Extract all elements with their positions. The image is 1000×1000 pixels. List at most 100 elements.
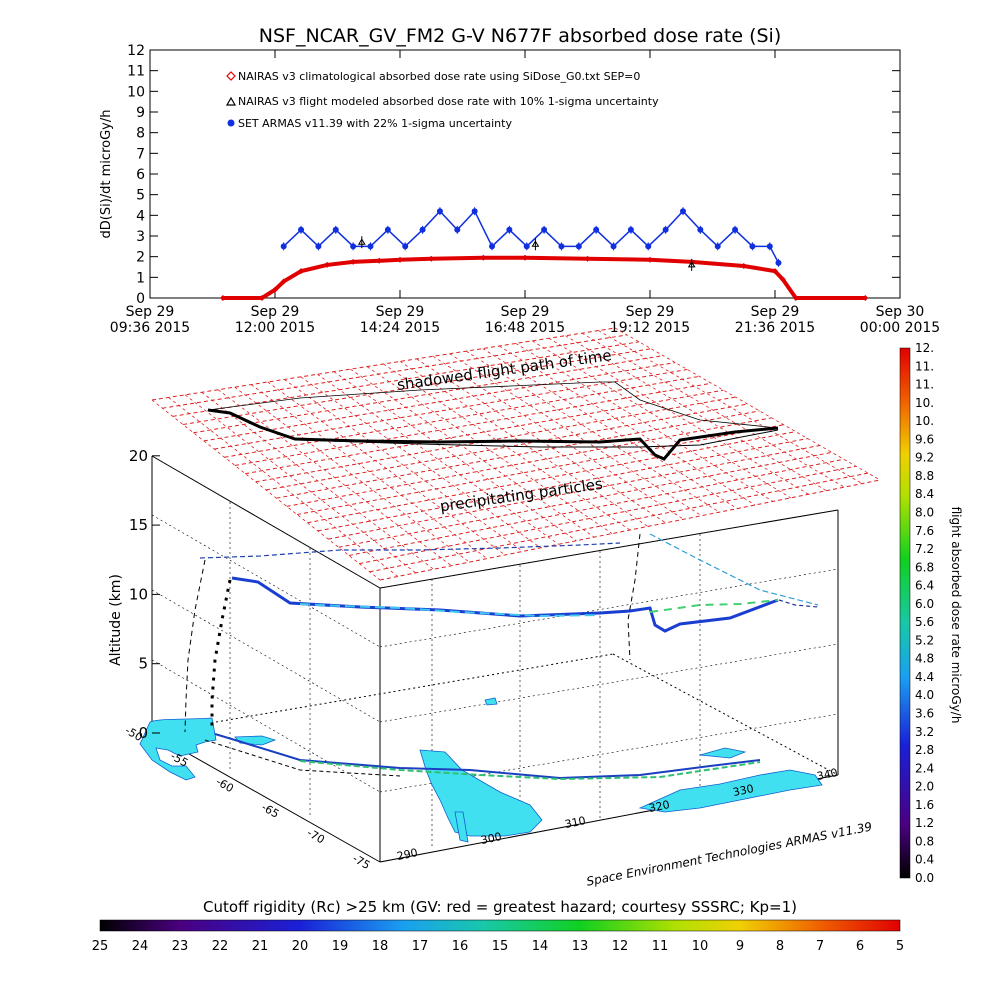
x-tick-label-date: Sep 29 — [626, 304, 675, 320]
x-tick-label-time: 14:24 2015 — [360, 320, 440, 336]
precipitating-particles-plane — [151, 327, 881, 581]
dose-rate-legend: NAIRAS v3 climatological absorbed dose r… — [225, 70, 659, 130]
red-plane-cross-line — [201, 391, 434, 570]
armas-point — [367, 243, 374, 250]
dose-colorbar-ticks: 0.0 0.4 0.8 1.2 1.6 2.0 2.4 2.8 3.2 3.6 4.0 4.4 4.8 5… — [915, 341, 934, 885]
dose-colorbar-tick-label: 5.2 — [915, 633, 934, 647]
y-tick-label: 0 — [136, 291, 145, 307]
armas-point — [627, 226, 634, 233]
red-plane-line — [224, 375, 700, 458]
latitude-tick-label: -70 — [305, 826, 327, 846]
red-plane-cross-line — [449, 353, 702, 517]
dose-colorbar-tick-label: 10. — [915, 414, 934, 428]
armas-point — [766, 243, 773, 250]
armas-point — [732, 226, 739, 233]
dose-colorbar-tick-label: 1.6 — [915, 798, 934, 812]
rigidity-colorbar-tick-label: 17 — [412, 939, 429, 954]
red-plane-cross-line — [499, 345, 756, 506]
red-plane-cross-line — [267, 381, 506, 556]
red-plane-cross-line — [383, 363, 631, 531]
x-tick-label-date: Sep 29 — [501, 304, 550, 320]
dose-colorbar-tick-label: 2.4 — [915, 761, 934, 775]
y-tick-label: 6 — [136, 167, 145, 183]
red-plane-cross-line — [217, 389, 452, 567]
dose-colorbar-tick-label: 6.8 — [915, 560, 934, 574]
altitude-tick-label: 10 — [129, 585, 148, 603]
dose-colorbar-tick-label: 3.6 — [915, 707, 934, 721]
red-plane-line — [265, 403, 748, 491]
rigidity-colorbar-tick-label: 9 — [736, 939, 744, 954]
armas-point — [645, 243, 652, 250]
red-plane-cross-line — [317, 373, 559, 545]
flight-modeled-point — [687, 260, 696, 268]
red-plane-cross-line — [465, 350, 720, 513]
y-tick-label: 9 — [136, 105, 145, 121]
rigidity-colorbar-tick-label: 21 — [252, 939, 269, 954]
x-tick-label-date: Sep 29 — [751, 304, 800, 320]
climatological-point — [258, 295, 265, 301]
red-plane-cross-line — [350, 368, 595, 538]
dose-colorbar-tick-label: 6.4 — [915, 579, 934, 593]
armas-point — [575, 243, 582, 250]
dose-colorbar-tick-label: 11. — [915, 359, 934, 373]
y-tick-label: 3 — [136, 229, 145, 245]
flight-3d-panel: shadowed flight path of time precipitati… — [108, 327, 881, 889]
climatological-point — [324, 261, 331, 268]
armas-point — [506, 226, 513, 233]
dose-colorbar-tick-label: 9.2 — [915, 451, 934, 465]
climatological-point — [428, 255, 435, 262]
armas-point — [489, 243, 496, 250]
wall-grid-line — [151, 514, 381, 648]
rigidity-colorbar-tick-label: 10 — [692, 939, 709, 954]
climatological-point — [647, 256, 653, 263]
red-plane-cross-line — [614, 327, 881, 481]
x-tick-label-date: Sep 29 — [126, 304, 175, 320]
legend-marker-climatological — [226, 71, 236, 81]
red-plane-cross-line — [565, 335, 827, 492]
rigidity-colorbar-tick-label: 16 — [452, 939, 469, 954]
longitude-axis: 290 300 310 320 330 340 — [396, 766, 839, 863]
legend-marker-flight-modeled — [225, 96, 237, 106]
dose-colorbar: 0.0 0.4 0.8 1.2 1.6 2.0 2.4 2.8 3.2 3.6 4.0 4.4 4.8 5… — [899, 341, 963, 885]
x-tick-label-time: 12:00 2015 — [235, 320, 315, 336]
dose-colorbar-tick-label: 10. — [915, 396, 934, 410]
wall-grid-line — [379, 568, 839, 648]
legend-label-climatological: NAIRAS v3 climatological absorbed dose r… — [238, 70, 640, 83]
armas-point — [419, 226, 426, 233]
rigidity-colorbar-tick-label: 13 — [572, 939, 589, 954]
dose-colorbar-tick-label: 2.8 — [915, 743, 934, 757]
red-plane-cross-line — [532, 340, 791, 499]
dose-colorbar-tick-label: 7.6 — [915, 524, 934, 538]
dose-rate-plot-frame — [149, 49, 901, 299]
rigidity-colorbar-tick-label: 22 — [212, 939, 229, 954]
red-plane-line — [297, 424, 784, 516]
dose-colorbar-tick-label: 4.8 — [915, 652, 934, 666]
red-plane-cross-line — [234, 386, 470, 563]
y-tick-label: 11 — [127, 64, 145, 80]
rigidity-colorbar-tick-label: 24 — [132, 939, 149, 954]
dose-colorbar-tick-label: 7.2 — [915, 542, 934, 556]
armas-point — [454, 226, 461, 233]
x-tick-label-time: 00:00 2015 — [860, 320, 940, 336]
red-plane-line — [307, 431, 796, 524]
climatological-point — [522, 254, 528, 261]
legend-marker-armas — [227, 119, 235, 127]
red-plane-cross-line — [581, 332, 845, 488]
red-plane-cross-line — [168, 397, 399, 577]
armas-credit: Space Environment Technologies ARMAS v11… — [585, 819, 873, 888]
dose-colorbar-tick-label: 9.6 — [915, 432, 934, 446]
climatological-point — [584, 255, 591, 262]
latitude-tick-label: -75 — [350, 852, 372, 872]
longitude-tick-label: 340 — [816, 766, 839, 783]
dose-colorbar-tick-label: 8.4 — [915, 487, 934, 501]
dose-colorbar-tick-label: 4.4 — [915, 670, 934, 684]
armas-point — [471, 208, 478, 215]
rigidity-colorbar-tick-label: 15 — [492, 939, 509, 954]
shadowed-flight-path — [207, 381, 779, 461]
armas-point — [350, 243, 357, 250]
dose-colorbar-tick-label: 5.6 — [915, 615, 934, 629]
armas-point — [610, 243, 617, 250]
